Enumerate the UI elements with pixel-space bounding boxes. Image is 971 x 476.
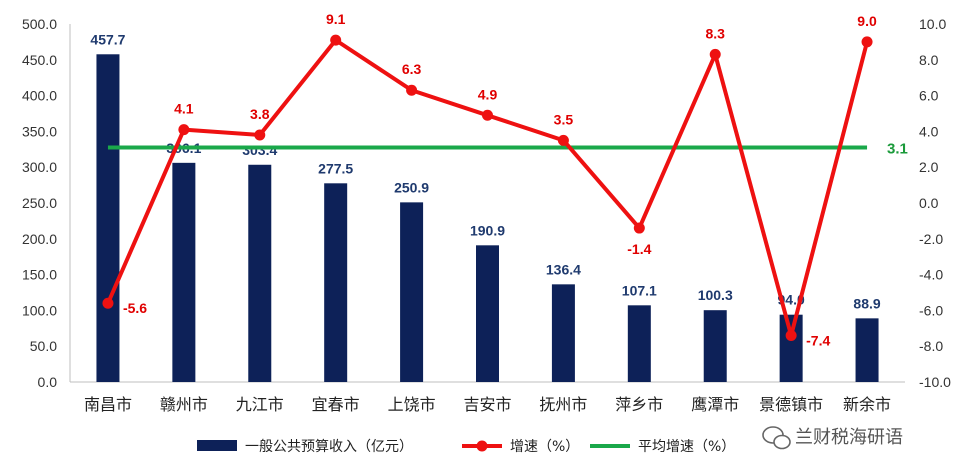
average-line-series: 3.1 — [107, 141, 908, 158]
legend: 一般公共预算收入（亿元） 增速（%） 平均增速（%） — [197, 439, 735, 455]
left-tick-label: 200.0 — [22, 231, 57, 247]
category-label: 萍乡市 — [615, 395, 663, 414]
right-axis: -10.0 -8.0 -6.0 -4.0 -2.0 0.0 2.0 4.0 6.0 8.0 10.0 — [919, 16, 951, 390]
growth-value-label: 6.3 — [402, 61, 422, 77]
growth-point — [102, 297, 114, 309]
bar — [400, 202, 424, 382]
wechat-bubble-small — [773, 434, 791, 450]
growth-point — [861, 36, 873, 48]
legend-average-label: 平均增速（%） — [638, 439, 735, 455]
bar-value-label: 107.1 — [622, 282, 657, 298]
category-label: 上饶市 — [388, 395, 436, 414]
category-label: 南昌市 — [84, 395, 132, 414]
right-tick-label: 2.0 — [919, 159, 939, 175]
growth-value-label: 9.0 — [857, 13, 877, 29]
growth-point — [633, 222, 645, 234]
right-tick-label: 10.0 — [919, 16, 946, 32]
left-tick-label: 400.0 — [22, 88, 57, 104]
bar-value-label: 457.7 — [90, 31, 125, 47]
category-label: 吉安市 — [463, 395, 511, 414]
left-tick-label: 250.0 — [22, 195, 57, 211]
category-label: 新余市 — [843, 395, 891, 414]
wechat-icon — [762, 426, 791, 450]
left-tick-label: 0.0 — [38, 374, 58, 390]
left-tick-label: 500.0 — [22, 16, 57, 32]
category-label: 宜春市 — [312, 395, 360, 414]
bar — [779, 314, 803, 382]
bar-value-label: 190.9 — [470, 222, 505, 238]
right-tick-label: 4.0 — [919, 123, 939, 139]
left-tick-label: 50.0 — [30, 338, 57, 354]
growth-value-label: -7.4 — [806, 332, 830, 348]
growth-value-label: 9.1 — [326, 11, 346, 27]
right-tick-label: -4.0 — [919, 267, 943, 283]
category-labels: 南昌市 赣州市 九江市 宜春市 上饶市 吉安市 抚州市 萍乡市 鹰潭市 景德镇市 新余市 — [84, 395, 891, 414]
growth-point — [406, 84, 418, 96]
right-tick-label: 8.0 — [919, 52, 939, 68]
bar-value-label: 250.9 — [394, 179, 429, 195]
left-tick-label: 300.0 — [22, 159, 57, 175]
growth-point — [330, 34, 342, 46]
bar — [703, 310, 727, 382]
bar-value-label: 303.4 — [242, 142, 277, 158]
watermark-text: 兰财税海研语 — [795, 427, 903, 448]
growth-point — [482, 109, 493, 121]
bar — [855, 318, 879, 382]
right-tick-label: 0.0 — [919, 195, 939, 211]
growth-value-label: 4.1 — [174, 101, 194, 117]
bar-value-label: 136.4 — [546, 261, 581, 277]
growth-value-label: -5.6 — [123, 300, 147, 316]
legend-growth-marker — [476, 440, 488, 452]
bar — [476, 245, 499, 382]
growth-value-label: -1.4 — [627, 241, 651, 257]
bar — [172, 162, 196, 382]
right-tick-label: -2.0 — [919, 231, 943, 247]
bar-value-label: 88.9 — [853, 295, 880, 311]
growth-value-label: 3.5 — [554, 111, 574, 127]
bar — [96, 54, 120, 382]
average-value-label: 3.1 — [887, 141, 908, 158]
bar-value-label: 277.5 — [318, 160, 353, 176]
right-tick-label: -8.0 — [919, 338, 943, 354]
growth-point — [254, 129, 266, 141]
growth-point — [785, 329, 797, 341]
legend-growth-label: 增速（%） — [510, 439, 579, 455]
bar — [324, 183, 348, 382]
category-label: 九江市 — [236, 395, 284, 414]
growth-value-label: 8.3 — [705, 25, 725, 41]
growth-line-series: -5.6 4.1 3.8 9.1 6.3 4.9 3.5 -1.4 8.3 -7.4 9.0 — [102, 11, 877, 348]
growth-point — [178, 124, 190, 136]
category-label: 赣州市 — [160, 395, 208, 414]
category-label: 抚州市 — [539, 395, 587, 414]
right-tick-label: -10.0 — [919, 374, 951, 390]
growth-point — [557, 134, 569, 146]
growth-point — [709, 48, 721, 60]
bar-series — [96, 54, 879, 382]
watermark: 兰财税海研语 — [762, 426, 903, 450]
bar — [551, 284, 575, 382]
left-tick-label: 100.0 — [22, 302, 57, 318]
left-axis: 0.0 50.0 100.0 150.0 200.0 250.0 300.0 350.0 400… — [22, 16, 57, 390]
legend-bar-swatch — [197, 440, 237, 451]
bar — [627, 305, 651, 382]
legend-bar-label: 一般公共预算收入（亿元） — [245, 439, 413, 455]
category-label: 鹰潭市 — [691, 395, 739, 414]
growth-value-label: 4.9 — [478, 86, 498, 102]
bar-value-label: 100.3 — [698, 287, 733, 303]
left-tick-label: 150.0 — [22, 267, 57, 283]
bar — [248, 164, 272, 382]
right-tick-label: -6.0 — [919, 302, 943, 318]
right-tick-label: 6.0 — [919, 88, 939, 104]
left-tick-label: 350.0 — [22, 123, 57, 139]
growth-value-label: 3.8 — [250, 106, 270, 122]
left-tick-label: 450.0 — [22, 52, 57, 68]
category-label: 景德镇市 — [759, 395, 823, 414]
